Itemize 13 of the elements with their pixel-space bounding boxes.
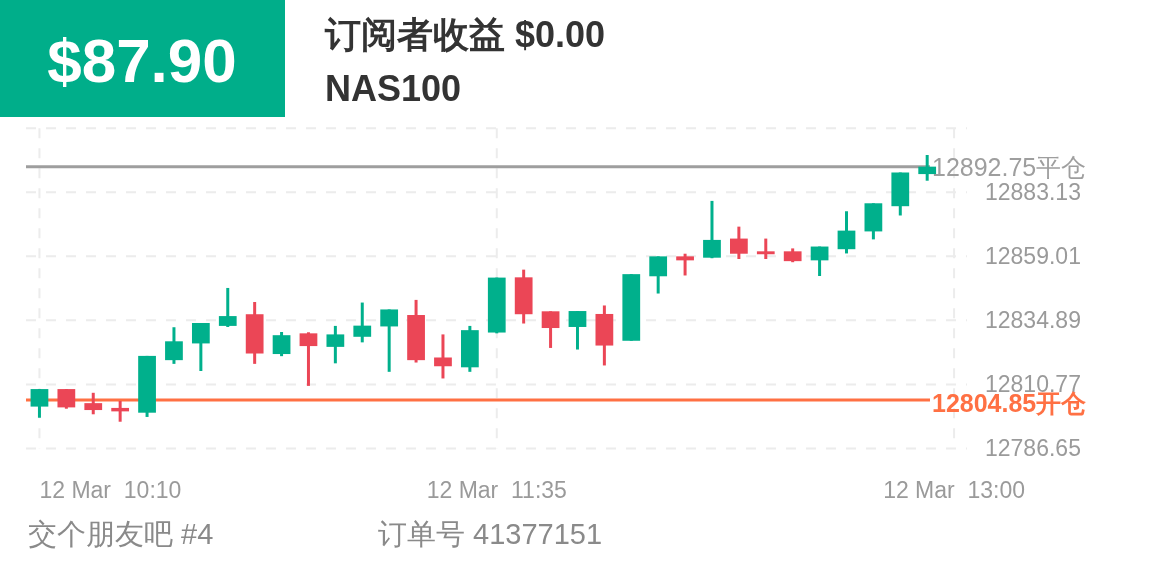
y-tick-label: 12786.65 <box>985 435 1081 462</box>
chart-subtitle: NAS100 <box>325 68 462 109</box>
text: 订单号 41377151 <box>378 518 603 550</box>
x-tick-label: 12 Mar 11:35 <box>426 477 567 503</box>
chart-title: 订阅者收益 $0.00 <box>324 14 606 55</box>
ref-line-label: 12892.75平仓 <box>932 152 1087 181</box>
x-tick-label: 12 Mar 13:00 <box>883 477 1026 503</box>
y-tick-label: 12883.13 <box>985 179 1081 206</box>
text: $87.90 <box>47 26 237 95</box>
y-tick-label: 12834.89 <box>985 307 1081 334</box>
x-tick-label: 12 Mar 10:10 <box>39 477 182 503</box>
text: 交个朋友吧 #4 <box>28 518 214 550</box>
y-tick-label: 12859.01 <box>985 243 1081 270</box>
